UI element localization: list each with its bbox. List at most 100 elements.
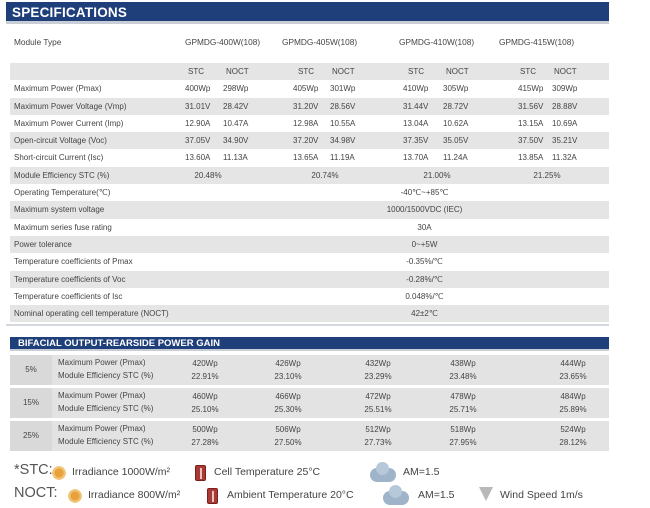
spec-value: 11.24A [443, 153, 468, 163]
spec-value: 31.56V [518, 101, 544, 111]
noct-header: NOCT [554, 67, 577, 76]
spec-label: Maximum series fuse rating [14, 222, 112, 232]
spec-value: 12.98A [293, 118, 319, 128]
bifacial-row: 25% Maximum Power (Pmax) Module Efficiency… [10, 421, 609, 451]
power-value: 512Wp [365, 425, 391, 434]
noct-wind-speed: Wind Speed 1m/s [500, 489, 583, 501]
efficiency-value: 21.00% [423, 170, 451, 180]
power-value: 518Wp [450, 425, 476, 434]
spec-row: Maximum Power Current (Imp) 12.90A 10.47A 1… [10, 115, 609, 132]
efficiency-value: 23.48% [449, 372, 477, 381]
spec-label: Temperature coefficients of Isc [14, 291, 123, 301]
noct-key: NOCT: [14, 485, 58, 501]
spec-value: 13.65A [293, 153, 319, 163]
model-header: GPMDG-410W(108) [399, 37, 475, 47]
stc-irradiance: Irradiance 1000W/m² [72, 466, 171, 478]
cloud-icon [383, 485, 409, 505]
stc-header: STC [298, 67, 314, 76]
power-label: Maximum Power (Pmax) [58, 391, 146, 400]
spec-label: Maximum system voltage [14, 205, 105, 215]
spec-row: Power tolerance 0~+5W [10, 235, 609, 254]
spec-value: 28.56V [330, 101, 356, 111]
spec-value: 28.72V [443, 101, 469, 111]
power-value: 484Wp [560, 392, 586, 401]
spec-value: 0~+5W [411, 239, 438, 249]
spec-value: 12.90A [185, 118, 211, 128]
efficiency-value: 20.74% [311, 170, 339, 180]
power-value: 420Wp [192, 359, 218, 368]
spec-value: 405Wp [293, 84, 319, 94]
spec-value: 37.20V [293, 136, 319, 146]
spec-label: Operating Temperature(℃) [14, 188, 111, 198]
stc-header: STC [408, 67, 424, 76]
efficiency-label: Module Efficiency STC (%) [58, 404, 154, 413]
spec-value: -0.28%/℃ [406, 274, 443, 284]
spec-value: 400Wp [185, 84, 211, 94]
spec-value: 305Wp [443, 84, 469, 94]
spec-label: Nominal operating cell temperature (NOCT… [14, 309, 169, 319]
sun-icon [51, 465, 67, 481]
bifacial-title: BIFACIAL OUTPUT-REARSIDE POWER GAIN [18, 338, 220, 349]
spec-row: Maximum Power (Pmax) 400Wp 298Wp 405Wp 301Wp… [10, 80, 609, 97]
power-value: 460Wp [192, 392, 218, 401]
spec-value: 35.21V [552, 136, 578, 146]
module-type-label: Module Type [14, 37, 62, 47]
spec-value: 1000/1500VDC (IEC) [386, 205, 463, 215]
efficiency-value: 21.25% [533, 170, 561, 180]
stc-header: STC [520, 67, 536, 76]
specifications-title: SPECIFICATIONS [12, 5, 128, 20]
efficiency-label: Module Efficiency STC (%) [58, 371, 154, 380]
efficiency-value: 23.10% [274, 372, 302, 381]
efficiency-value: 23.29% [364, 372, 392, 381]
spec-value: 0.048%/℃ [405, 291, 444, 301]
efficiency-value: 23.65% [559, 372, 587, 381]
spec-value: 37.35V [403, 136, 429, 146]
spacer-row [10, 54, 609, 63]
spec-value: 10.69A [552, 118, 578, 128]
spec-value: 37.05V [185, 136, 211, 146]
efficiency-value: 25.89% [559, 405, 587, 414]
power-value: 506Wp [275, 425, 301, 434]
stc-key: *STC: [14, 462, 53, 478]
spec-row: Maximum system voltage 1000/1500VDC (IEC) [10, 201, 609, 219]
spec-row: Temperature coefficients of Isc 0.048%/℃ [10, 288, 609, 305]
model-header: GPMDG-405W(108) [282, 37, 358, 47]
efficiency-value: 22.91% [191, 372, 219, 381]
efficiency-value: 20.48% [194, 170, 222, 180]
spec-value: 31.01V [185, 101, 211, 111]
gain-percent: 25% [10, 421, 52, 451]
noct-irradiance: Irradiance 800W/m² [88, 489, 181, 501]
spec-value: -40℃~+85℃ [400, 188, 449, 198]
efficiency-value: 27.95% [449, 438, 477, 447]
stc-header: STC [188, 67, 204, 76]
spec-label: Open-circuit Voltage (Voc) [14, 136, 107, 146]
power-value: 500Wp [192, 425, 218, 434]
efficiency-row: Module Efficiency STC (%) 20.48% 20.74% … [10, 166, 609, 185]
gain-percent: 15% [10, 388, 52, 418]
spec-value: 410Wp [403, 84, 429, 94]
efficiency-value: 25.10% [191, 405, 219, 414]
spec-value: 11.19A [330, 153, 355, 163]
model-header: GPMDG-415W(108) [499, 37, 575, 47]
section-divider [6, 324, 609, 326]
spec-row: Maximum Power Voltage (Vmp) 31.01V 28.42V 3… [10, 97, 609, 115]
efficiency-value: 25.51% [364, 405, 392, 414]
spec-value: 42±2℃ [411, 309, 438, 319]
spec-row: Maximum series fuse rating 30A [10, 219, 609, 236]
wind-icon [479, 487, 493, 503]
spec-value: 30A [417, 222, 432, 232]
spec-row: Temperature coefficients of Pmax -0.35%/℃ [10, 253, 609, 270]
power-value: 466Wp [275, 392, 301, 401]
spec-value: 10.47A [223, 118, 249, 128]
spec-value: 13.85A [518, 153, 544, 163]
spec-value: 10.55A [330, 118, 356, 128]
thermometer-icon [195, 465, 206, 481]
spec-value: 35.05V [443, 136, 469, 146]
condition-header-row: STC NOCT STC NOCT STC NOCT STC NOCT [10, 63, 609, 81]
power-label: Maximum Power (Pmax) [58, 358, 146, 367]
spec-value: 34.98V [330, 136, 356, 146]
efficiency-value: 25.71% [449, 405, 477, 414]
spec-value: 13.15A [518, 118, 544, 128]
power-label: Maximum Power (Pmax) [58, 424, 146, 433]
model-header: GPMDG-400W(108) [185, 37, 261, 47]
